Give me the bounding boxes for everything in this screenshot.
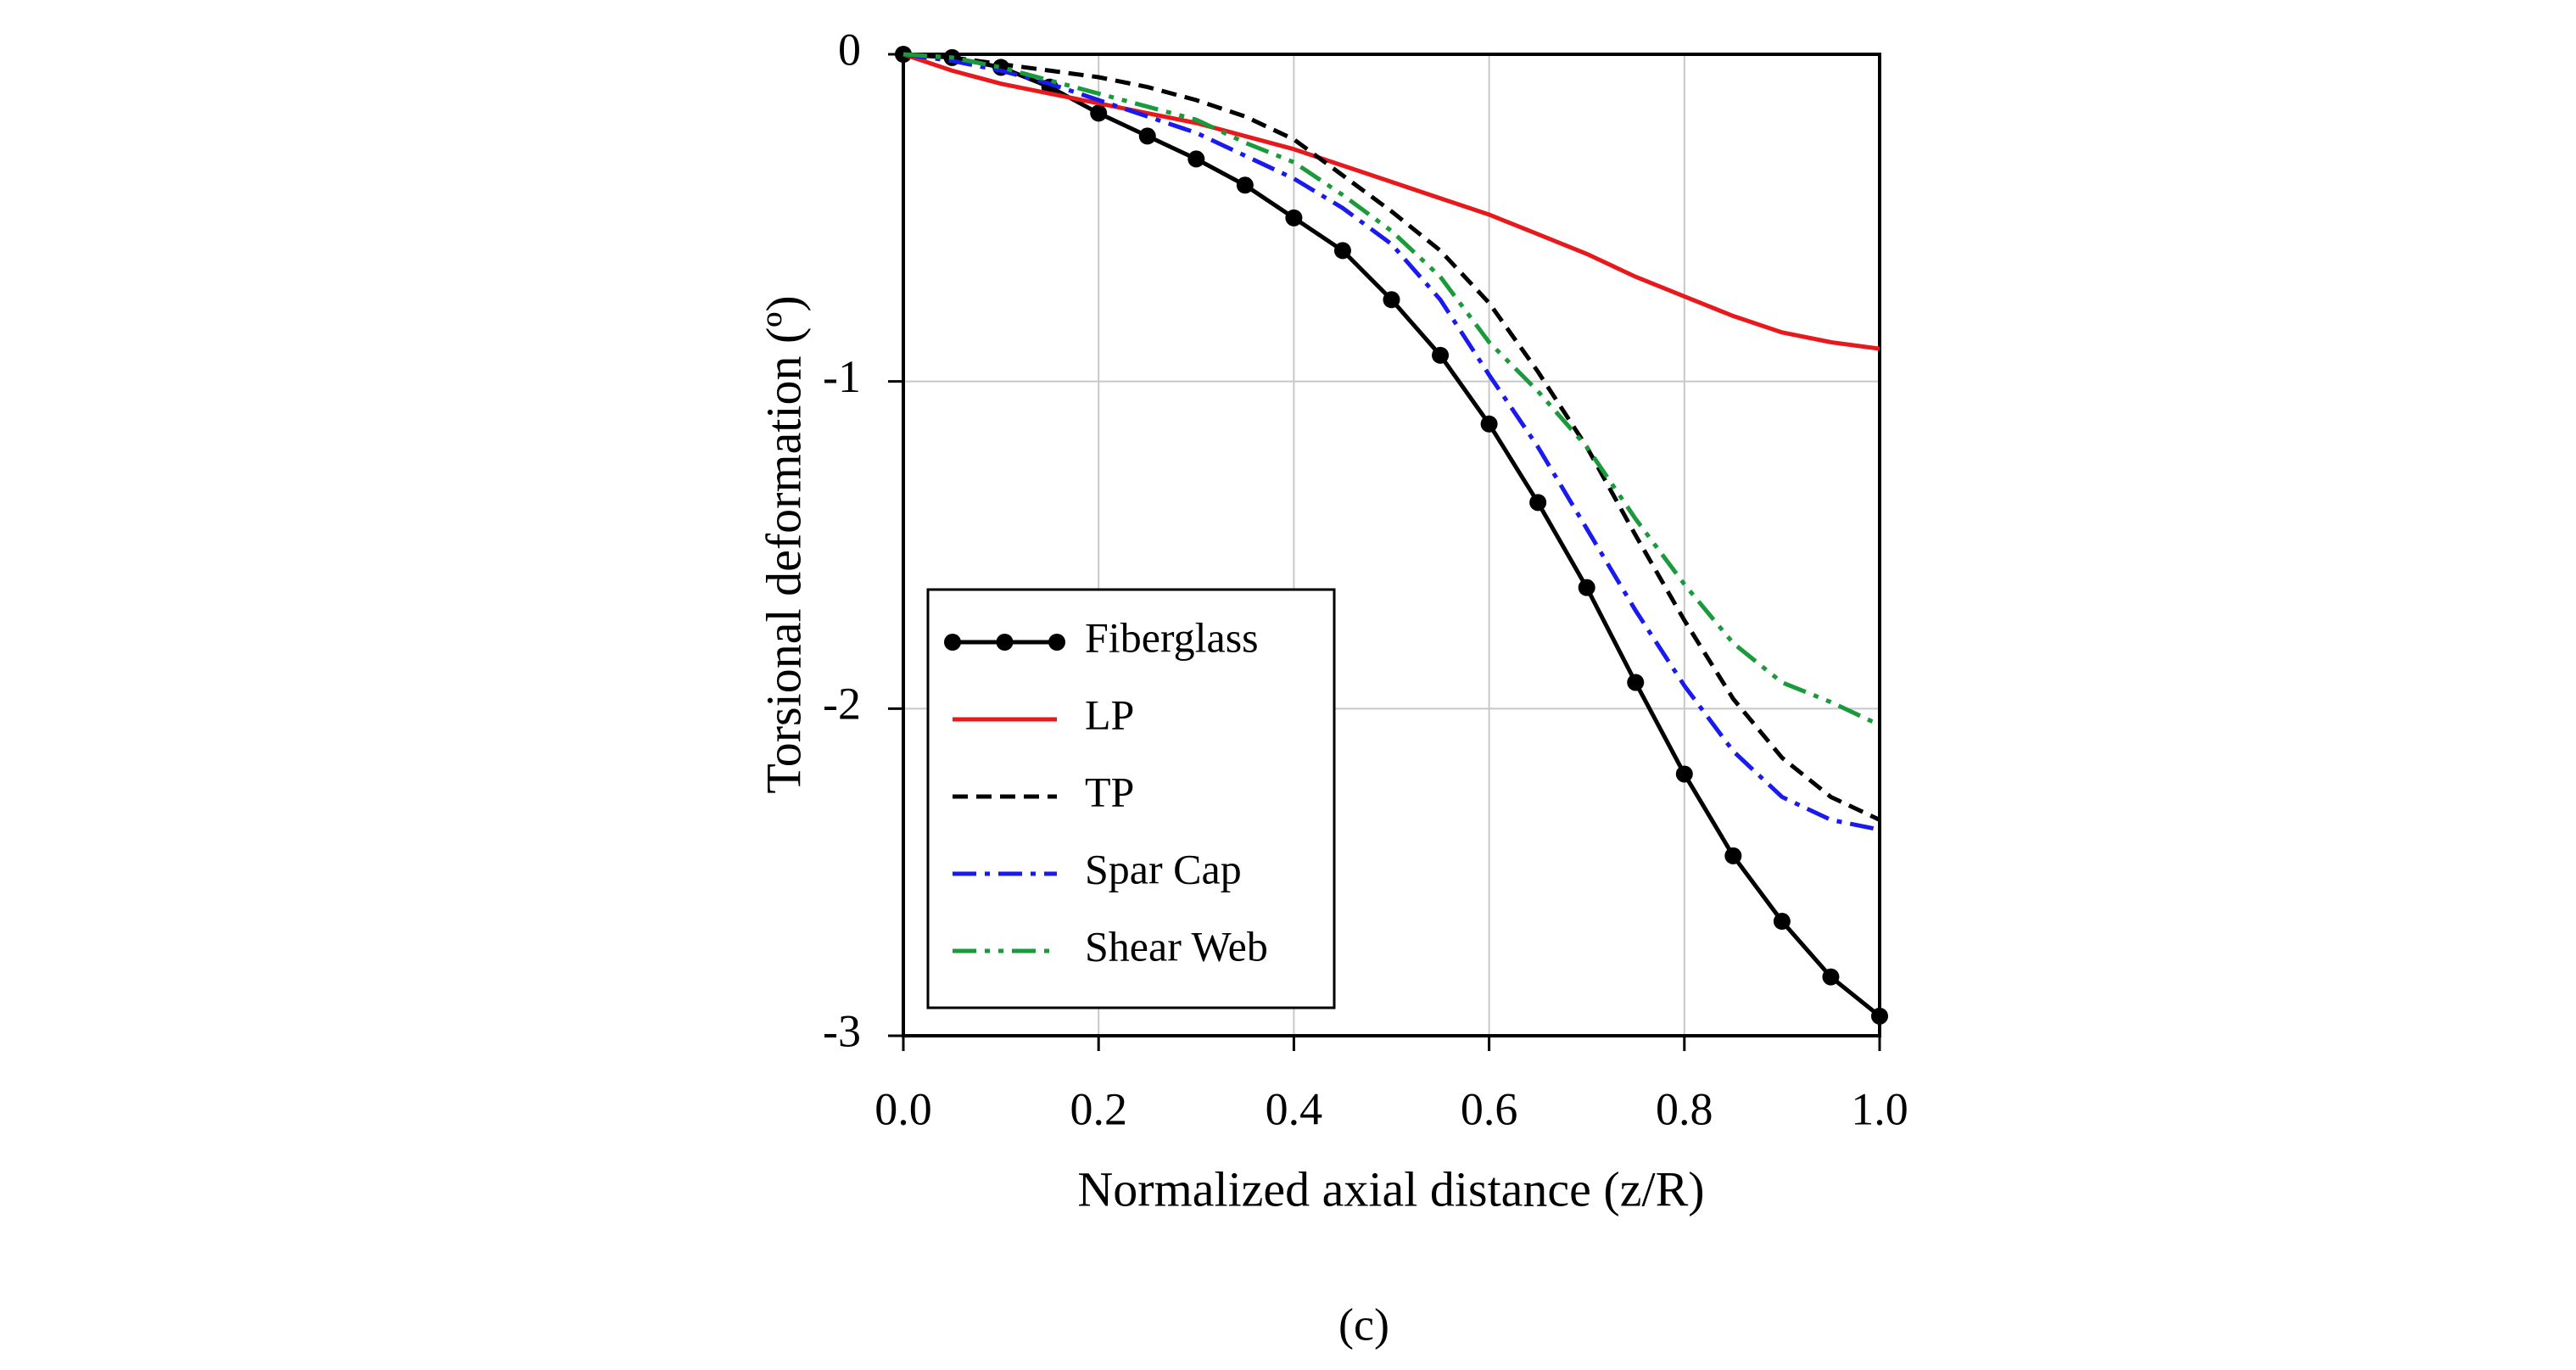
marker <box>1871 1007 1888 1025</box>
legend-marker <box>996 634 1014 651</box>
y-tick-label: -2 <box>823 679 861 730</box>
plot-frame <box>902 53 1881 1037</box>
series-line <box>902 52 1880 351</box>
y-tick-label: 0 <box>838 24 861 75</box>
caption: (c) <box>1338 1299 1389 1350</box>
legend-label: Spar Cap <box>1085 845 1242 892</box>
marker <box>1138 127 1156 145</box>
marker <box>1724 847 1742 864</box>
x-tick-label: 0.2 <box>1070 1083 1127 1134</box>
marker <box>1529 494 1547 512</box>
y-tick-label: -1 <box>823 351 861 402</box>
legend-label: Shear Web <box>1085 922 1268 970</box>
marker <box>1627 674 1645 691</box>
marker <box>1480 415 1498 433</box>
legend-label: TP <box>1085 768 1134 815</box>
marker <box>1822 968 1840 986</box>
x-tick-label: 0.8 <box>1656 1083 1713 1134</box>
legend-label: Fiberglass <box>1085 613 1259 661</box>
marker <box>1578 579 1595 596</box>
marker <box>1432 346 1450 364</box>
legend-box <box>926 588 1336 1009</box>
marker <box>1285 209 1303 226</box>
marker <box>1675 765 1693 783</box>
marker <box>1773 913 1791 931</box>
series-line <box>902 52 1881 727</box>
marker <box>1333 242 1351 260</box>
x-tick-label: 1.0 <box>1851 1083 1908 1134</box>
x-axis-label: Normalized axial distance (z/R) <box>1077 1161 1704 1216</box>
x-tick-label: 0.6 <box>1461 1083 1518 1134</box>
y-axis-label: Torsional deformation (º) <box>756 295 811 793</box>
marker <box>1090 104 1108 122</box>
marker <box>1383 291 1400 309</box>
x-tick-label: 0.0 <box>874 1083 932 1134</box>
legend-marker <box>1048 634 1065 651</box>
legend-label: LP <box>1085 691 1134 738</box>
x-tick-label: 0.4 <box>1266 1083 1323 1134</box>
legend-marker <box>944 634 961 651</box>
marker <box>1236 176 1254 194</box>
series-line <box>902 52 1880 832</box>
y-tick-label: -3 <box>823 1005 861 1056</box>
series-line <box>902 52 1881 822</box>
marker <box>1187 150 1205 168</box>
